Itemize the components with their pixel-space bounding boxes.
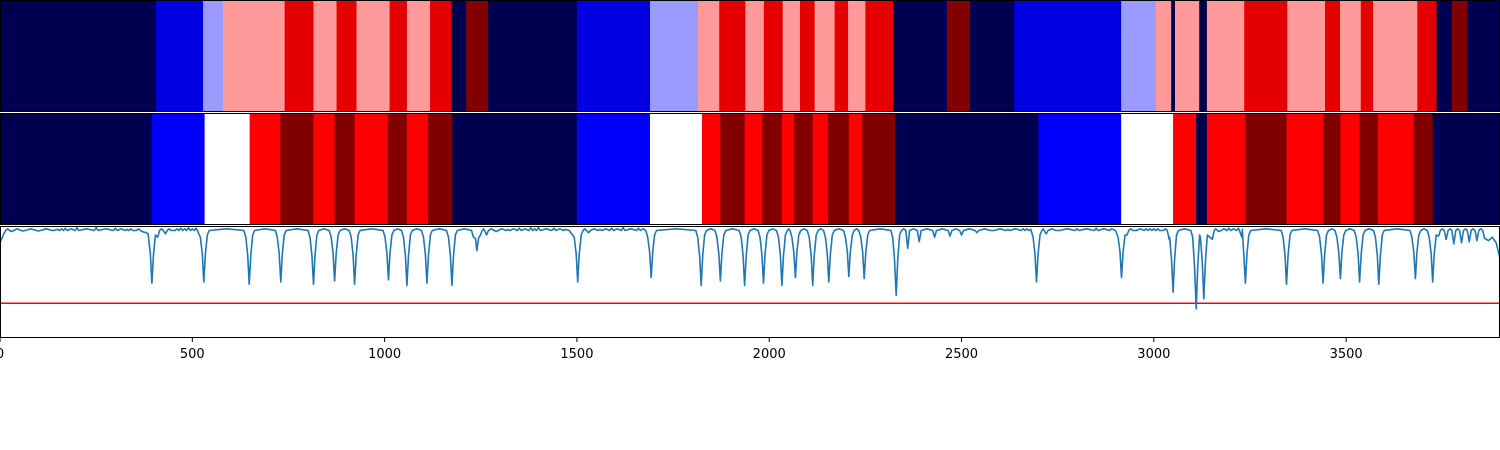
heatmap-segment-white: [204, 113, 251, 225]
heatmap-segment-pink: [698, 0, 720, 112]
heatmap-segment-white: [650, 113, 703, 225]
heatmap-segment-navy: [1432, 113, 1500, 225]
heatmap-segment-red: [763, 0, 784, 112]
heatmap-segment-blue: [151, 113, 206, 225]
heatmap-segment-red: [406, 113, 429, 225]
heatmap-segment-red: [812, 113, 829, 225]
heatmap-segment-red: [848, 113, 863, 225]
heatmap-segment-maroon: [1413, 113, 1434, 225]
line-plot-background: [0, 226, 1500, 338]
signal-line: [0, 226, 1500, 310]
x-tick-label: 0: [0, 347, 4, 362]
heatmap-segment-blue: [156, 0, 204, 112]
heatmap-segment-red: [354, 113, 389, 225]
heatmap-segment-navy: [452, 113, 578, 225]
heatmap-segment-pink: [745, 0, 765, 112]
heatmap-segment-lightblue: [203, 0, 224, 112]
heatmap-segment-maroon: [720, 113, 746, 225]
heatmap-segment-pink: [1340, 0, 1362, 112]
heatmap-segment-maroon: [1323, 113, 1341, 225]
heatmap-segment-pink: [848, 0, 866, 112]
heatmap-segment-red: [389, 0, 408, 112]
heatmap-segment-maroon: [862, 113, 896, 225]
heatmap-segment-navy: [1436, 0, 1453, 112]
heatmap-segment-red: [865, 0, 894, 112]
heatmap-segment-red: [1286, 113, 1324, 225]
heatmap-segment-maroon: [946, 0, 971, 112]
heatmap-segment-red: [336, 0, 357, 112]
x-tick-label: 1500: [560, 347, 593, 362]
heatmap-segment-maroon: [280, 113, 314, 225]
x-tick-label: 2500: [945, 347, 978, 362]
heatmap-segment-red: [744, 113, 763, 225]
heatmap-segment-maroon: [1359, 113, 1379, 225]
heatmap-segment-navy: [895, 113, 1039, 225]
heatmap-segment-navy: [0, 0, 157, 112]
heatmap-segment-maroon: [1245, 113, 1287, 225]
line-plot-panel: [0, 226, 1500, 338]
heatmap-segment-lightblue: [650, 0, 699, 112]
heatmap-segment-red: [1244, 0, 1288, 112]
heatmap-segment-pink: [814, 0, 836, 112]
heatmap-segment-red: [1378, 113, 1414, 225]
heatmap-segment-navy: [0, 113, 153, 225]
heatmap-segment-pink: [782, 0, 801, 112]
heatmap-segment-white: [1121, 113, 1174, 225]
heatmap-segment-lightblue: [1121, 0, 1157, 112]
heatmap-segment-pink: [406, 0, 431, 112]
heatmap-segment-red: [1417, 0, 1437, 112]
heatmap-segment-red: [1206, 113, 1246, 225]
heatmap-segment-red: [781, 113, 795, 225]
heatmap-segment-navy: [893, 0, 948, 112]
heatmap-segment-red: [430, 0, 452, 112]
x-axis: 0 500 1000 1500 2000 2500 3000 3500: [0, 338, 1363, 362]
heatmap-segment-pink: [223, 0, 286, 112]
heatmap-segment-red: [1325, 0, 1341, 112]
heatmap-segment-maroon: [428, 113, 453, 225]
heatmap-segment-maroon: [1451, 0, 1468, 112]
heatmap-segment-red: [249, 113, 281, 225]
heatmap-segment-red: [284, 0, 314, 112]
heatmap-segment-maroon: [387, 113, 408, 225]
heatmap-segment-blue: [1038, 113, 1122, 225]
heatmap-segment-pink: [356, 0, 391, 112]
x-tick-label: 2000: [753, 347, 786, 362]
heatmap-segment-maroon: [794, 113, 814, 225]
heatmap-segment-maroon: [466, 0, 489, 112]
heatmap-segment-blue: [576, 0, 651, 112]
heatmap-segment-red: [313, 113, 336, 225]
heatmap-segment-maroon: [828, 113, 850, 225]
heatmap-segment-red: [1340, 113, 1361, 225]
heatmap-segment-navy: [451, 0, 467, 112]
x-tick-label: 1000: [368, 347, 401, 362]
heatmap-segment-navy: [488, 0, 578, 112]
heatmap-segment-pink: [1287, 0, 1326, 112]
heatmap-segment-navy: [1196, 113, 1208, 225]
heatmap-segment-pink: [313, 0, 337, 112]
heatmap-segment-pink: [1155, 0, 1172, 112]
x-tick-label: 3000: [1137, 347, 1170, 362]
heatmap-segment-red: [834, 0, 849, 112]
heatmap-segment-maroon: [334, 113, 356, 225]
heatmap-segment-blue: [576, 113, 651, 225]
heatmap-segment-red: [1173, 113, 1197, 225]
heatmap-track-middle: [0, 113, 1500, 225]
heatmap-segment-navy: [1467, 0, 1500, 112]
heatmap-segment-navy: [1171, 0, 1176, 112]
heatmap-segment-blue: [1014, 0, 1122, 112]
heatmap-segment-red: [1360, 0, 1374, 112]
x-tick-label: 3500: [1330, 347, 1363, 362]
heatmap-segment-navy: [970, 0, 1015, 112]
heatmap-segment-maroon: [762, 113, 783, 225]
heatmap-track-top: [0, 0, 1500, 112]
heatmap-segment-pink: [1373, 0, 1418, 112]
x-tick-label: 500: [180, 347, 205, 362]
heatmap-segment-pink: [1175, 0, 1200, 112]
heatmap-segment-red: [800, 0, 816, 112]
heatmap-segment-red: [719, 0, 746, 112]
heatmap-segment-navy: [1199, 0, 1208, 112]
heatmap-segment-red: [701, 113, 721, 225]
heatmap-segment-pink: [1206, 0, 1245, 112]
